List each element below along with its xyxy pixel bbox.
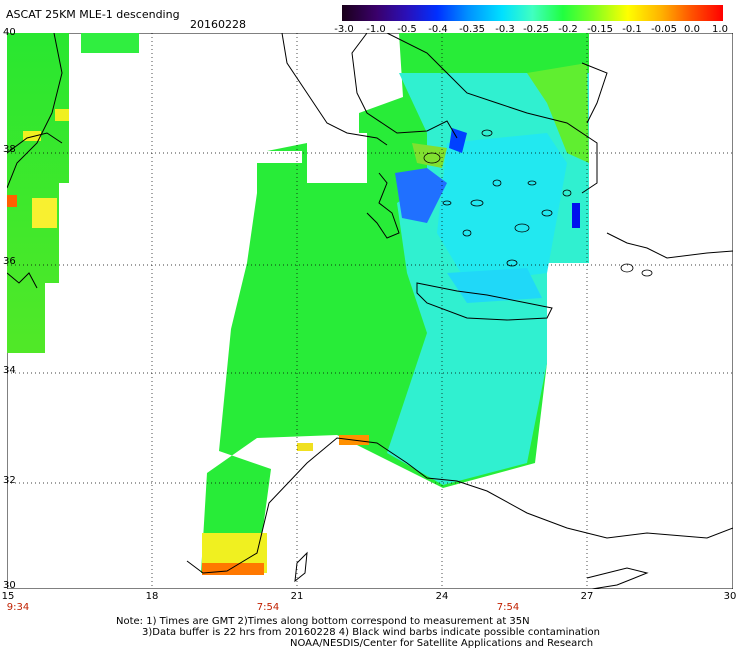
- colorbar-tick: 0.0: [684, 24, 700, 35]
- lon-label: 21: [290, 591, 304, 602]
- lon-label: 27: [580, 591, 594, 602]
- colorbar-tick: -0.35: [459, 24, 485, 35]
- note-line-3: NOAA/NESDIS/Center for Satellite Applica…: [290, 638, 594, 649]
- lat-label: 34: [3, 365, 16, 376]
- lon-label: 24: [435, 591, 449, 602]
- map-plot-area: [7, 33, 733, 589]
- colorbar: [342, 5, 723, 21]
- colorbar-tick: -0.5: [397, 24, 417, 35]
- colorbar-tick: -0.05: [651, 24, 677, 35]
- lat-label: 36: [3, 256, 16, 267]
- lon-label: 30: [723, 591, 737, 602]
- colorbar-tick: -1.0: [366, 24, 386, 35]
- islands: [423, 129, 653, 277]
- lat-label: 40: [3, 27, 16, 38]
- lat-label: 38: [3, 144, 16, 155]
- colorbar-tick: -0.15: [587, 24, 613, 35]
- map-date: 20160228: [190, 18, 246, 31]
- colorbar-tick: -0.4: [428, 24, 448, 35]
- time-label: 9:34: [6, 602, 30, 613]
- lat-label: 30: [3, 580, 16, 591]
- colorbar-tick: -3.0: [334, 24, 354, 35]
- note-line-2: 3)Data buffer is 22 hrs from 20160228 4)…: [142, 627, 600, 638]
- note-line-1: Note: 1) Times are GMT 2)Times along bot…: [116, 616, 530, 627]
- colorbar-tick: -0.1: [622, 24, 642, 35]
- colorbar-tick: -0.3: [495, 24, 515, 35]
- main-swath: [201, 33, 589, 575]
- lat-label: 32: [3, 475, 16, 486]
- coastlines: [7, 33, 733, 589]
- colorbar-tick: -0.25: [523, 24, 549, 35]
- lon-label: 15: [1, 591, 15, 602]
- colorbar-tick: -0.2: [558, 24, 578, 35]
- map-title: ASCAT 25KM MLE-1 descending: [6, 8, 180, 21]
- lon-label: 18: [145, 591, 159, 602]
- graticule: [7, 33, 733, 589]
- time-label: 7:54: [496, 602, 520, 613]
- colorbar-tick: 1.0: [712, 24, 728, 35]
- time-label: 7:54: [256, 602, 280, 613]
- colorbar-gradient: [342, 5, 723, 21]
